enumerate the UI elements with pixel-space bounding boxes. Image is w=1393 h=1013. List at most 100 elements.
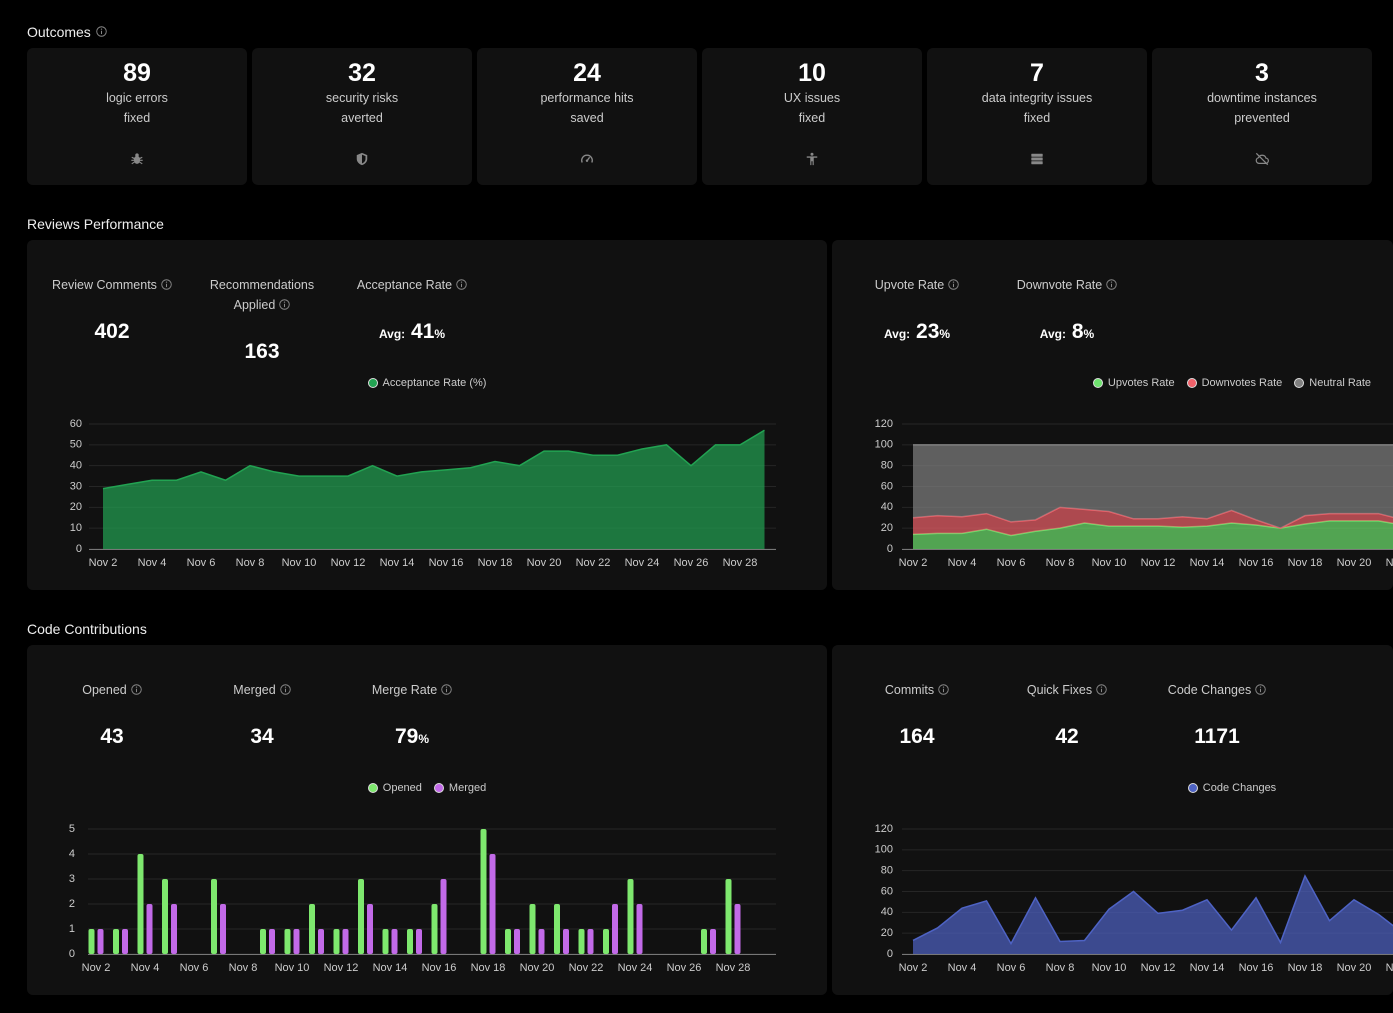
info-icon-part xyxy=(938,684,949,695)
bar xyxy=(137,854,144,954)
info-icon xyxy=(279,299,291,310)
bar xyxy=(309,904,315,954)
x-tick-label: Nov 18 xyxy=(478,557,513,569)
stat-unit: % xyxy=(939,327,951,341)
info-icon-part xyxy=(1096,684,1107,695)
legend-dot xyxy=(1092,378,1103,388)
bar xyxy=(382,929,389,954)
info-icon-part xyxy=(1100,686,1103,688)
outcome-icon xyxy=(356,152,368,166)
bar xyxy=(431,904,438,954)
bar xyxy=(269,929,275,954)
title-text: Outcomes xyxy=(27,24,91,40)
y-tick-label: 10 xyxy=(70,522,82,534)
info-icon-part xyxy=(284,686,286,688)
bar xyxy=(529,904,536,954)
bar xyxy=(514,929,520,954)
x-tick-label: Nov 6 xyxy=(997,962,1026,974)
legend-dot xyxy=(367,783,378,793)
legend-item: Neutral Rate xyxy=(1294,377,1371,389)
stat-value: Avg: 41% xyxy=(347,319,477,347)
x-tick-label: Nov 24 xyxy=(618,962,653,974)
stat-label-text: Code Changes xyxy=(1167,683,1252,697)
outcome-icon-part xyxy=(1031,157,1043,161)
x-tick-label: Nov 10 xyxy=(1092,962,1127,974)
legend: Acceptance Rate (%) xyxy=(27,377,827,389)
stat-label-text: Acceptance Rate xyxy=(356,278,453,292)
outcome-card: 89 logic errors fixed xyxy=(27,48,247,185)
stat: Merge Rate 79% xyxy=(347,680,477,752)
info-icon-part xyxy=(279,684,291,695)
outcome-icon xyxy=(1255,152,1269,166)
chart-panel: 0 20 40 60 80 100 120 Nov 2 Nov 4 Nov 6 Nov 8 Nov 1… xyxy=(832,240,1393,590)
area-line xyxy=(912,874,1393,946)
y-tick-label: 20 xyxy=(881,927,893,939)
stat-prefix: Avg: xyxy=(378,327,406,341)
info-icon-part xyxy=(456,279,467,290)
area xyxy=(913,875,1393,954)
legend: Opened Merged xyxy=(27,782,827,794)
x-tick-label: Nov 4 xyxy=(948,962,977,974)
stat-label-text: Quick Fixes xyxy=(1026,683,1093,697)
stat-label: Merged xyxy=(197,680,327,700)
x-tick-label: Nov 16 xyxy=(429,557,464,569)
stat-label-text: Review Comments xyxy=(52,278,157,292)
bar xyxy=(480,829,487,954)
info-icon-part xyxy=(441,684,452,695)
info-icon-part xyxy=(1255,684,1266,695)
info-icon-part xyxy=(279,299,291,310)
x-tick-label: Nov 6 xyxy=(187,557,216,569)
area xyxy=(913,444,1393,529)
stat-value: Avg: 8% xyxy=(1002,319,1132,347)
stat-label-text: Opened xyxy=(82,683,127,697)
stat-value: 1171 xyxy=(1152,724,1282,750)
x-tick-label: Nov 18 xyxy=(1288,962,1323,974)
y-tick-label: 60 xyxy=(881,885,893,897)
bar xyxy=(333,929,340,954)
x-tick-label: Nov 22 xyxy=(1386,557,1393,569)
x-tick-label: Nov 14 xyxy=(1190,557,1225,569)
y-tick-label: 3 xyxy=(69,873,75,885)
legend: Upvotes Rate Downvotes Rate Neutral Rate xyxy=(832,377,1393,389)
bar xyxy=(284,929,291,954)
x-tick-label: Nov 12 xyxy=(324,962,359,974)
info-icon-part xyxy=(943,686,945,688)
outcome-text: prevented xyxy=(1234,111,1290,125)
x-tick-label: Nov 20 xyxy=(1337,557,1372,569)
stat-value: 402 xyxy=(47,319,177,345)
legend-item: Downvotes Rate xyxy=(1186,377,1282,389)
bar xyxy=(342,929,349,954)
outcome-icon-part xyxy=(1031,161,1043,165)
outcome-icon-part xyxy=(810,152,814,156)
x-tick-label: Nov 28 xyxy=(723,557,758,569)
stat-label: Downvote Rate xyxy=(1002,275,1132,295)
x-tick-label: Nov 2 xyxy=(89,557,118,569)
stat-label-text: Recommendations Applied xyxy=(209,278,315,312)
outcome-card: 7 data integrity issues fixed xyxy=(927,48,1147,185)
x-tick-label: Nov 8 xyxy=(229,962,258,974)
title-text: Reviews Performance xyxy=(27,216,164,232)
outcome-value: 3 xyxy=(1255,59,1269,87)
stat-label: Acceptance Rate xyxy=(347,275,477,295)
outcome-icon-part xyxy=(139,156,143,160)
x-tick-label: Nov 8 xyxy=(1046,962,1075,974)
stat-number: 23 xyxy=(916,320,940,343)
bar xyxy=(367,904,373,954)
outcome-icon-part xyxy=(131,156,143,165)
outcome-icon-part xyxy=(133,155,141,164)
stat: Recommendations Applied 163 xyxy=(197,275,327,365)
info-icon-part xyxy=(1106,279,1117,290)
stat: Merged 34 xyxy=(197,680,327,750)
y-tick-label: 30 xyxy=(70,480,82,492)
x-tick-label: Nov 12 xyxy=(331,557,366,569)
x-tick-label: Nov 6 xyxy=(180,962,209,974)
stat: Code Changes 1171 xyxy=(1152,680,1282,750)
area-line xyxy=(102,429,765,490)
stat-number: 41 xyxy=(411,320,435,343)
x-tick-label: Nov 8 xyxy=(1046,557,1075,569)
stat-number: 42 xyxy=(1055,725,1079,748)
bar xyxy=(612,904,618,954)
x-tick-label: Nov 14 xyxy=(380,557,415,569)
x-tick-label: Nov 20 xyxy=(527,557,562,569)
